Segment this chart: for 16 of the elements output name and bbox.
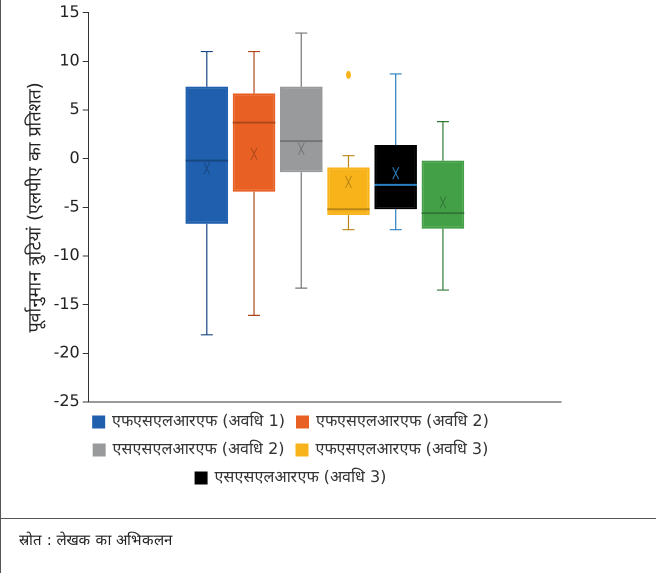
legend-label: एसएसएलआरएफ (अवधि 2) [112,439,285,458]
legend-label: एफएसएलआरएफ (अवधि 3) [316,439,488,458]
y-tick-label: 10 [59,50,80,70]
y-tick-label: -10 [54,245,80,264]
legend-label: एफएसएलआरएफ (अवधि 2) [316,411,489,430]
y-axis-title: पूर्वानुमान त्रुटियां (एलपीए का प्रतिशत) [23,82,46,332]
y-tick-label: -15 [54,294,80,313]
y-tick-label: 5 [70,99,80,118]
text: स्रोत : लेखक का अभिकलन [19,530,174,549]
y-tick-label: -20 [54,342,80,362]
legend-label: एफएसएलआरएफ (अवधि 1) [112,411,286,430]
legend-label: एसएसएलआरएफ (अवधि 3) [214,467,386,486]
y-tick-label: 0 [70,148,80,167]
y-tick-label: -5 [64,196,80,216]
y-tick-label: 15 [59,2,80,21]
y-tick-label: -25 [54,391,80,410]
